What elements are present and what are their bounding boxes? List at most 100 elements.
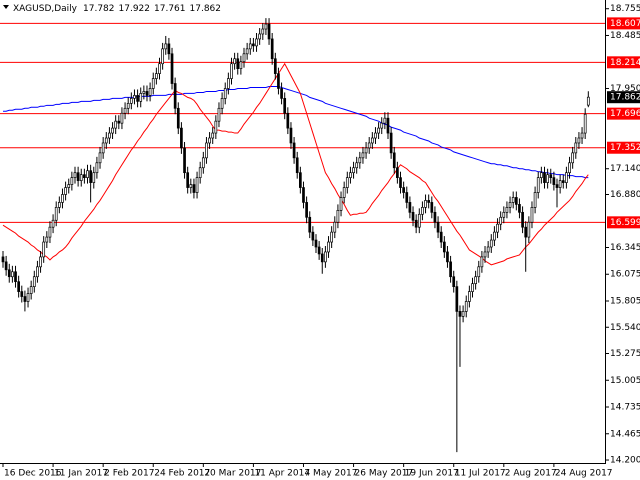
candle-body (230, 63, 233, 79)
y-tick-label: 15.005 (610, 376, 640, 386)
candle-body (474, 276, 477, 285)
candle-body (461, 311, 465, 317)
candle-body (530, 207, 534, 223)
candle-body (427, 200, 431, 203)
x-tick-label: 24 Aug 2017 (555, 469, 613, 479)
y-tick-label: 18.485 (610, 31, 640, 41)
x-tick-label: 11 Jan 2017 (54, 469, 108, 479)
candle-body (392, 152, 396, 169)
candle-body (233, 58, 236, 65)
candle-body (458, 311, 462, 317)
candle-body (405, 192, 409, 203)
candle-body (195, 177, 199, 193)
candle-body (308, 216, 312, 233)
candle-body (514, 197, 518, 205)
candle-body (283, 98, 287, 114)
moving-average (2, 62, 589, 266)
candle-body (411, 211, 415, 221)
candle-body (220, 98, 224, 109)
y-tick-label: 17.950 (610, 84, 640, 94)
y-tick-label: 18.755 (610, 4, 640, 14)
candle-body (370, 137, 374, 144)
candle-body (64, 187, 67, 195)
candle-body (7, 269, 11, 278)
candle-body (540, 172, 543, 178)
candle-body (142, 91, 146, 94)
candle-body (264, 23, 268, 30)
candle-body (29, 286, 33, 294)
candle-body (374, 132, 377, 139)
candle-body (183, 147, 186, 174)
candle-body (433, 211, 437, 223)
candle-body (280, 88, 283, 99)
candle-body (580, 132, 584, 139)
candle-body (32, 276, 36, 287)
candle-body (261, 28, 265, 35)
x-tick-label: 26 May 2017 (355, 469, 414, 479)
candle-body (402, 187, 405, 193)
level-label: 16.599 (610, 218, 640, 228)
candle-body (389, 132, 393, 154)
candle-body (417, 213, 421, 228)
candle-body (489, 239, 493, 248)
candle-body (414, 219, 418, 228)
candle-body (518, 204, 521, 213)
candle-body (505, 207, 509, 213)
candle-body (277, 73, 280, 89)
candle-body (20, 291, 24, 297)
candle-body (189, 184, 193, 188)
candle-body (468, 291, 471, 302)
candle-body (89, 170, 92, 183)
candle-body (327, 241, 330, 253)
candle-body (245, 48, 249, 55)
candle-body (521, 211, 524, 228)
x-tick-label: 20 Mar 2017 (204, 469, 261, 479)
candle-body (565, 172, 568, 183)
candle-body (386, 117, 390, 134)
candle-body (114, 120, 118, 129)
candle-body (180, 127, 183, 149)
level-label-box (607, 17, 640, 30)
candle-body (502, 211, 506, 218)
candle-body (164, 43, 168, 50)
candle-body (295, 157, 299, 174)
candle-body (336, 209, 340, 223)
candle-body (574, 142, 578, 154)
candle-body (173, 83, 177, 109)
candle-body (383, 117, 387, 124)
candle-body (311, 231, 315, 241)
candle-body (242, 53, 246, 63)
candle-body (255, 38, 258, 47)
candle-body (170, 53, 174, 84)
candle-body (543, 172, 546, 183)
candle-body (211, 132, 215, 139)
candle-body (217, 107, 221, 122)
candle-body (511, 197, 515, 203)
candle-body (361, 152, 365, 159)
candle-body (449, 261, 452, 278)
candle-body (421, 207, 424, 215)
candle-body (111, 127, 114, 134)
candle-body (367, 142, 371, 149)
candle-body (236, 58, 240, 70)
candle-body (83, 174, 86, 178)
candle-body (324, 251, 327, 263)
candle-body (98, 152, 102, 164)
candle-body (558, 180, 562, 188)
level-label: 17.696 (610, 109, 640, 119)
candle-body (129, 98, 133, 104)
candle-body (36, 266, 39, 278)
candle-body (380, 122, 384, 129)
title-icon (3, 5, 9, 9)
y-tick-label: 16.880 (610, 190, 640, 200)
last-high: 17.922 (119, 4, 151, 14)
candle-body (549, 174, 553, 178)
candle-body (239, 61, 243, 70)
last-price-label: 17.862 (610, 93, 640, 103)
candle-body (377, 127, 380, 134)
moving-average (3, 85, 589, 179)
candle-body (439, 231, 443, 243)
candle-body (364, 147, 368, 154)
candle-body (508, 202, 512, 208)
candle-body (205, 142, 208, 159)
